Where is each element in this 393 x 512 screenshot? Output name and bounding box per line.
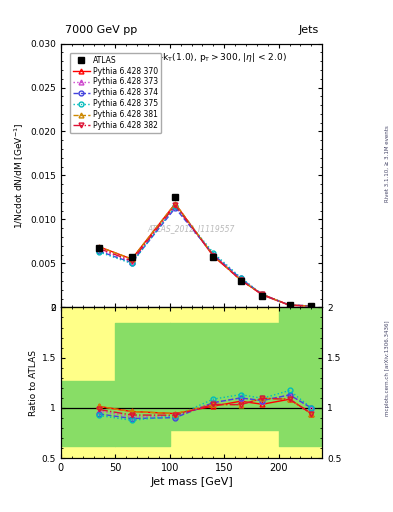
ATLAS: [238, 278, 243, 284]
Pythia 6.428 381: [287, 302, 292, 308]
Line: Pythia 6.428 373: Pythia 6.428 373: [97, 204, 314, 308]
Pythia 6.428 373: [309, 303, 314, 309]
ATLAS: [173, 195, 178, 201]
Pythia 6.428 370: [211, 253, 216, 260]
Pythia 6.428 381: [238, 277, 243, 283]
Pythia 6.428 373: [173, 203, 178, 209]
Y-axis label: 1/Ncdot dN/dM [GeV$^{-1}$]: 1/Ncdot dN/dM [GeV$^{-1}$]: [13, 122, 26, 229]
ATLAS: [129, 254, 134, 261]
Pythia 6.428 382: [260, 291, 265, 297]
Pythia 6.428 375: [97, 249, 101, 255]
Pythia 6.428 382: [129, 258, 134, 264]
Pythia 6.428 374: [260, 292, 265, 298]
Pythia 6.428 370: [238, 276, 243, 282]
Text: Jets: Jets: [298, 25, 318, 35]
Pythia 6.428 374: [97, 248, 101, 254]
Pythia 6.428 370: [129, 256, 134, 262]
Line: Pythia 6.428 374: Pythia 6.428 374: [97, 206, 314, 308]
Line: Pythia 6.428 381: Pythia 6.428 381: [97, 201, 314, 308]
Pythia 6.428 373: [287, 302, 292, 308]
Pythia 6.428 382: [173, 202, 178, 208]
Pythia 6.428 375: [309, 303, 314, 309]
Pythia 6.428 373: [129, 259, 134, 265]
Pythia 6.428 382: [97, 245, 101, 251]
Pythia 6.428 370: [287, 302, 292, 308]
Pythia 6.428 375: [238, 274, 243, 281]
Text: ATLAS_2012_I1119557: ATLAS_2012_I1119557: [148, 224, 235, 233]
Pythia 6.428 374: [211, 251, 216, 258]
Pythia 6.428 375: [287, 302, 292, 308]
Pythia 6.428 375: [173, 203, 178, 209]
ATLAS: [309, 303, 314, 309]
Pythia 6.428 374: [238, 275, 243, 282]
Pythia 6.428 381: [211, 252, 216, 259]
Pythia 6.428 370: [309, 303, 314, 309]
X-axis label: Jet mass [GeV]: Jet mass [GeV]: [150, 477, 233, 487]
Pythia 6.428 373: [260, 292, 265, 298]
Y-axis label: Ratio to ATLAS: Ratio to ATLAS: [29, 350, 37, 416]
Pythia 6.428 375: [260, 291, 265, 297]
Line: Pythia 6.428 382: Pythia 6.428 382: [97, 203, 314, 308]
Text: Jet mass (anti-k$_{\rm T}$(1.0), p$_{\rm T}$$>$300, |$\eta$| < 2.0): Jet mass (anti-k$_{\rm T}$(1.0), p$_{\rm…: [97, 51, 286, 65]
ATLAS: [97, 245, 101, 251]
ATLAS: [211, 254, 216, 261]
Pythia 6.428 375: [211, 250, 216, 256]
Pythia 6.428 374: [287, 302, 292, 308]
Pythia 6.428 382: [309, 303, 314, 309]
Pythia 6.428 375: [129, 261, 134, 267]
Pythia 6.428 374: [309, 303, 314, 309]
Pythia 6.428 373: [211, 251, 216, 258]
Pythia 6.428 370: [97, 244, 101, 250]
Legend: ATLAS, Pythia 6.428 370, Pythia 6.428 373, Pythia 6.428 374, Pythia 6.428 375, P: ATLAS, Pythia 6.428 370, Pythia 6.428 37…: [70, 53, 161, 133]
Pythia 6.428 381: [97, 244, 101, 250]
Pythia 6.428 370: [260, 292, 265, 298]
Text: Rivet 3.1.10, ≥ 3.1M events: Rivet 3.1.10, ≥ 3.1M events: [385, 125, 389, 202]
Pythia 6.428 382: [238, 277, 243, 283]
Pythia 6.428 374: [129, 260, 134, 266]
Pythia 6.428 382: [211, 252, 216, 259]
Pythia 6.428 381: [173, 201, 178, 207]
Text: mcplots.cern.ch [arXiv:1306.3436]: mcplots.cern.ch [arXiv:1306.3436]: [385, 321, 389, 416]
Pythia 6.428 370: [173, 201, 178, 207]
Pythia 6.428 382: [287, 302, 292, 308]
Line: ATLAS: ATLAS: [96, 195, 314, 309]
Text: 7000 GeV pp: 7000 GeV pp: [65, 25, 137, 35]
Pythia 6.428 381: [260, 291, 265, 297]
ATLAS: [260, 292, 265, 298]
Line: Pythia 6.428 370: Pythia 6.428 370: [97, 201, 314, 308]
Pythia 6.428 381: [309, 303, 314, 309]
Line: Pythia 6.428 375: Pythia 6.428 375: [97, 204, 314, 308]
Pythia 6.428 373: [238, 275, 243, 282]
Pythia 6.428 373: [97, 246, 101, 252]
ATLAS: [287, 303, 292, 309]
Pythia 6.428 374: [173, 205, 178, 211]
Pythia 6.428 381: [129, 256, 134, 262]
